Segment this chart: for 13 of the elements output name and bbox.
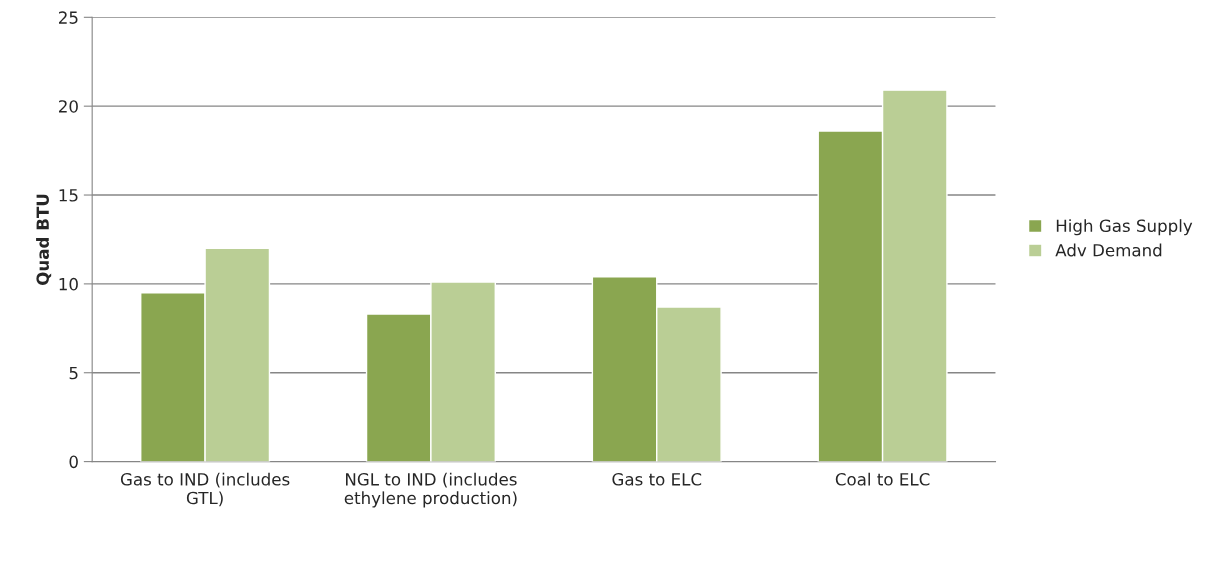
x-tick-label: Gas to IND (includes GTL)	[120, 472, 290, 507]
y-tick-label: 0	[69, 455, 78, 469]
y-tick-label: 5	[69, 366, 78, 380]
y-tick-label: 20	[58, 100, 78, 113]
y-tick-label: 10	[59, 277, 78, 291]
legend-label: Adv Demand	[1055, 243, 1162, 257]
legend-label: High Gas Supply	[1056, 219, 1193, 236]
y-axis-title: Quad BTU	[36, 194, 52, 285]
x-tick-label: NGL to IND (includes ethylene production)	[344, 472, 517, 508]
x-tick-label: Gas to ELC	[612, 473, 702, 486]
x-tick-label: Coal to ELC	[835, 472, 930, 486]
y-tick-label: 15	[59, 189, 78, 202]
y-tick-label: 25	[58, 11, 78, 24]
